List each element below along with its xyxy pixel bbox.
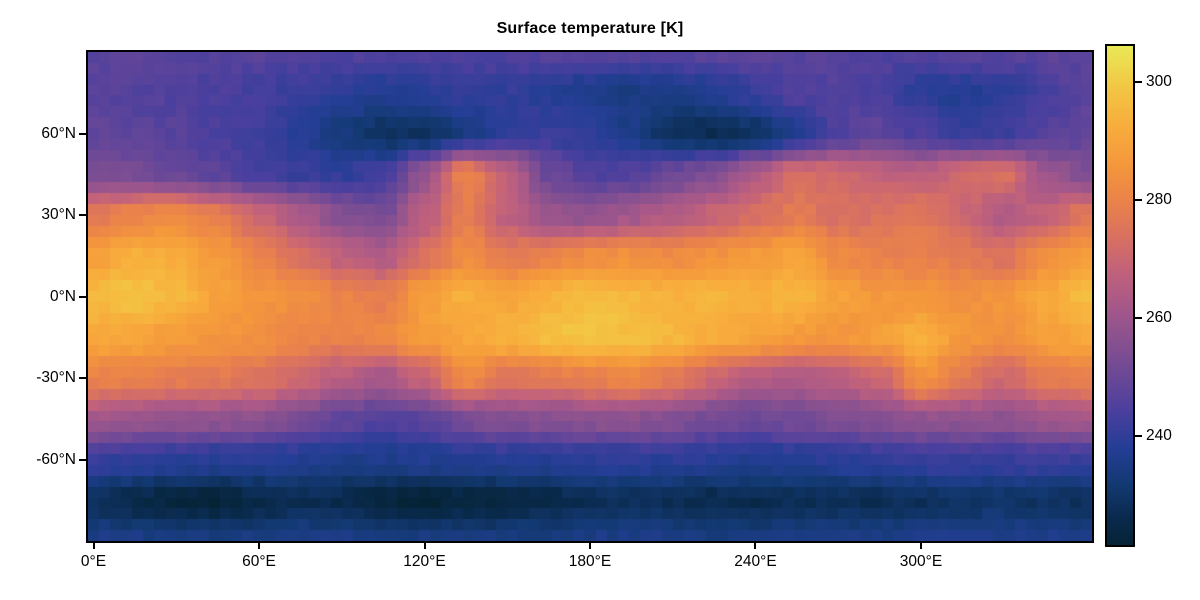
x-axis-tick-label: 0°E xyxy=(80,553,107,570)
plot-area xyxy=(86,50,1094,543)
colorbar-tick-label: 260 xyxy=(1146,308,1172,326)
y-axis-tick-label: 60°N xyxy=(41,124,76,142)
colorbar-tick-label: 280 xyxy=(1146,190,1172,208)
y-axis-tick-label: 0°N xyxy=(49,287,76,305)
colorbar-tick-label: 240 xyxy=(1146,426,1172,444)
x-axis-tick xyxy=(589,543,591,549)
colorbar-tick xyxy=(1135,434,1142,437)
x-axis-tick xyxy=(754,543,757,549)
x-axis-tick-label: 180°E xyxy=(568,553,612,570)
colorbar-tick xyxy=(1135,316,1142,319)
y-axis-tick-label: -60°N xyxy=(36,450,76,468)
y-axis-tick-label: -30°N xyxy=(36,369,76,386)
colorbar-tick xyxy=(1135,198,1142,201)
colorbar xyxy=(1105,44,1135,547)
x-axis-tick-label: 60°E xyxy=(242,553,276,570)
x-axis-tick-label: 240°E xyxy=(734,553,777,570)
x-axis-tick-label: 300°E xyxy=(899,553,943,570)
y-axis-tick xyxy=(79,214,86,216)
y-axis-tick xyxy=(79,458,86,461)
x-axis-tick xyxy=(919,543,922,549)
y-axis-tick xyxy=(79,295,86,298)
chart-title: Surface temperature [K] xyxy=(496,20,684,37)
heatmap-canvas xyxy=(88,52,1092,541)
y-axis-tick-label: 30°N xyxy=(41,206,76,223)
x-axis-tick xyxy=(258,543,260,549)
colorbar-canvas xyxy=(1107,46,1133,545)
colorbar-tick xyxy=(1135,80,1142,83)
colorbar-tick-label: 300 xyxy=(1146,72,1172,90)
x-axis-tick xyxy=(423,543,426,549)
y-axis-tick xyxy=(79,132,86,135)
y-axis-tick xyxy=(79,377,86,379)
x-axis-tick xyxy=(92,543,95,549)
x-axis-tick-label: 120°E xyxy=(403,553,446,570)
